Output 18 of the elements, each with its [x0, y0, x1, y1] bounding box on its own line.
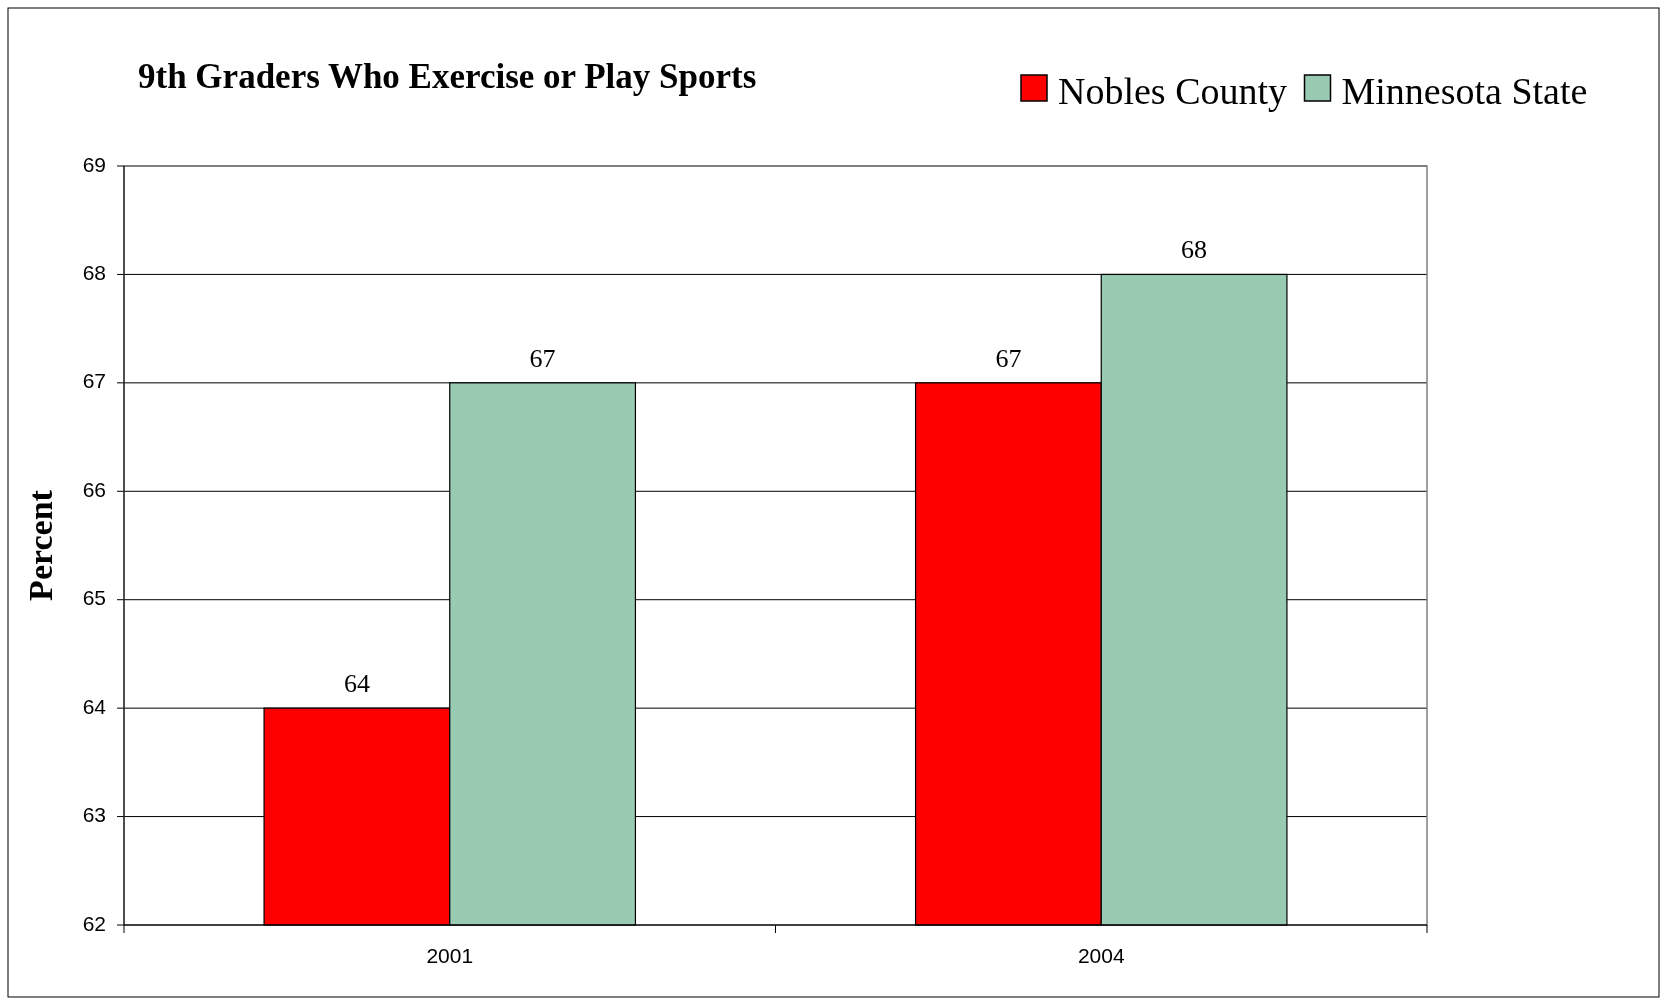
legend-label: Minnesota State	[1341, 69, 1588, 112]
data-label: 64	[343, 669, 370, 699]
y-tick-label: 67	[82, 369, 106, 393]
y-tick-label: 64	[82, 694, 107, 718]
chart-title: 9th Graders Who Exercise or Play Sports	[138, 57, 757, 96]
y-tick-label: 69	[82, 152, 106, 176]
y-axis-title: Percent	[22, 489, 59, 601]
y-tick-label: 62	[82, 911, 106, 935]
y-tick-label: 63	[82, 803, 106, 827]
legend-label: Nobles County	[1058, 69, 1288, 112]
y-tick-label: 68	[82, 260, 106, 284]
x-tick-label: 2001	[426, 944, 474, 967]
y-tick-label: 65	[82, 586, 106, 610]
data-label: 67	[529, 343, 556, 373]
x-tick-label: 2004	[1077, 944, 1125, 967]
data-label: 68	[1181, 235, 1208, 265]
data-label: 67	[995, 343, 1022, 373]
y-tick-label: 66	[82, 477, 106, 501]
